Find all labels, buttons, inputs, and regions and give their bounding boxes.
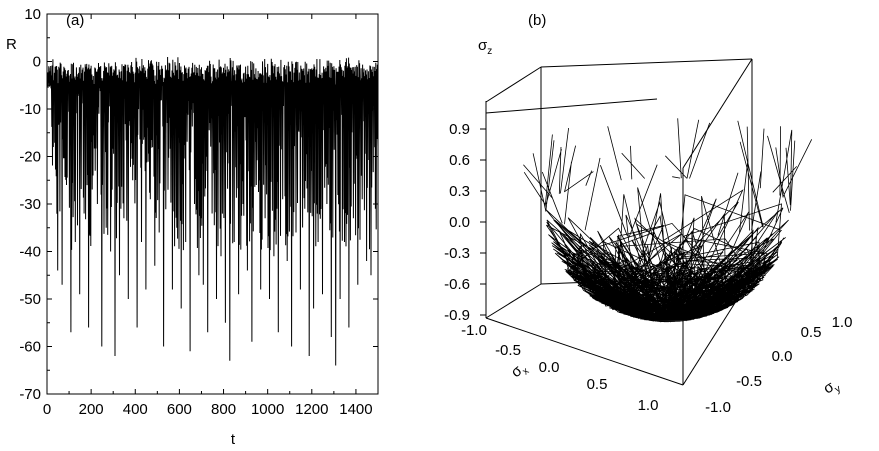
z-axis-label: σz bbox=[478, 37, 492, 57]
x-tick-labels-3d: -1.0 -0.5 0.0 0.5 1.0 bbox=[461, 322, 658, 414]
box-edge bbox=[485, 283, 542, 319]
z-tick-label: -0.9 bbox=[444, 307, 470, 324]
panel-a-label: (a) bbox=[66, 12, 84, 29]
y-axis-label-3d: σy bbox=[821, 376, 843, 400]
y-tick-label: -40 bbox=[19, 244, 41, 261]
y-tick-label: 10 bbox=[24, 6, 41, 23]
plot-frame bbox=[46, 13, 379, 395]
3d-box bbox=[485, 58, 753, 386]
z-tick-label: 0.9 bbox=[449, 121, 470, 138]
trajectory-spikes bbox=[523, 118, 813, 237]
x-tick-label: 400 bbox=[123, 401, 148, 418]
y-tick-label: 0 bbox=[33, 54, 41, 71]
box-edge bbox=[485, 98, 658, 114]
y-tick-labels: 10 0 -10 -20 -30 -40 -50 -60 -70 bbox=[19, 6, 41, 403]
y-tick-label-3d: -1.0 bbox=[705, 399, 731, 416]
x-tick-label: 200 bbox=[79, 401, 104, 418]
box-edge bbox=[485, 317, 684, 386]
y-tick-label-3d: 1.0 bbox=[832, 314, 853, 331]
box-edge bbox=[485, 66, 542, 103]
x-tick-label: 1200 bbox=[295, 401, 328, 418]
panel-b-3d-plot: (b) 0.9 0.6 0.3 0.0 -0.3 -0.6 -0.9 -1.0 -0.5 0.0… bbox=[444, 12, 852, 416]
trajectory bbox=[523, 118, 813, 323]
y-tick-label: -60 bbox=[19, 339, 41, 356]
z-tick-label: 0.0 bbox=[449, 214, 470, 231]
x-tick-label-3d: 1.0 bbox=[638, 397, 659, 414]
box-edge bbox=[682, 58, 753, 169]
z-tick-label: -0.6 bbox=[444, 276, 470, 293]
z-tick-label: -0.3 bbox=[444, 245, 470, 262]
trajectory-path bbox=[545, 187, 789, 323]
x-tick-label-3d: 0.5 bbox=[587, 376, 608, 393]
x-tick-label-3d: 0.0 bbox=[539, 359, 560, 376]
y-axis-label: R bbox=[6, 36, 17, 53]
y-tick-label-3d: 0.5 bbox=[801, 324, 822, 341]
y-tick-labels-3d: -1.0 -0.5 0.0 0.5 1.0 bbox=[705, 314, 852, 416]
series-line bbox=[46, 56, 379, 366]
x-tick-label: 800 bbox=[211, 401, 236, 418]
series-group bbox=[46, 56, 379, 366]
x-tick-label: 1000 bbox=[251, 401, 284, 418]
x-tick-label: 1400 bbox=[339, 401, 372, 418]
x-tick-label-3d: -0.5 bbox=[495, 342, 521, 359]
y-tick-label-3d: -0.5 bbox=[736, 373, 762, 390]
x-tick-label: 600 bbox=[167, 401, 192, 418]
x-tick-label-3d: -1.0 bbox=[461, 322, 487, 339]
x-tick-labels: 0 200 400 600 800 1000 1200 1400 bbox=[43, 401, 373, 418]
y-tick-label: -70 bbox=[19, 386, 41, 403]
y-tick-label: -30 bbox=[19, 196, 41, 213]
x-tick-label: 0 bbox=[43, 401, 51, 418]
y-tick-label: -20 bbox=[19, 149, 41, 166]
panel-a-time-series: (a) R t 10 0 -10 -20 -30 -40 -50 -60 -70 0 200 400… bbox=[6, 6, 379, 448]
panel-b-label: (b) bbox=[528, 12, 546, 29]
box-edge bbox=[540, 58, 753, 68]
z-tick-labels: 0.9 0.6 0.3 0.0 -0.3 -0.6 -0.9 bbox=[444, 121, 486, 324]
x-axis-label-3d: σx bbox=[508, 359, 532, 383]
x-axis-label: t bbox=[231, 431, 236, 448]
z-tick-label: 0.3 bbox=[449, 183, 470, 200]
z-tick-label: 0.6 bbox=[449, 152, 470, 169]
y-tick-label: -10 bbox=[19, 101, 41, 118]
y-tick-label-3d: 0.0 bbox=[772, 348, 793, 365]
y-tick-label: -50 bbox=[19, 291, 41, 308]
